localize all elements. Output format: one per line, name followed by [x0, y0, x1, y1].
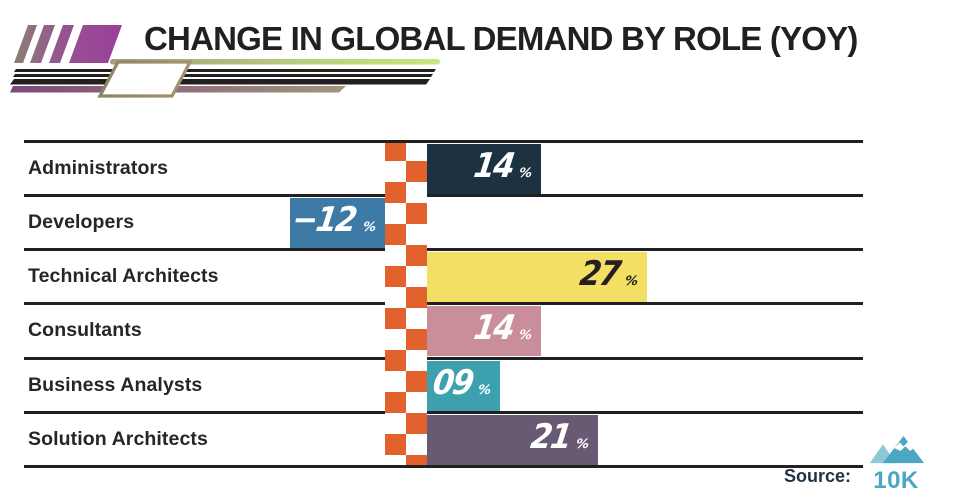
bar-business-analysts: 09% — [427, 361, 500, 411]
header-decoration — [10, 25, 440, 98]
percent-sign: % — [574, 437, 591, 452]
bar-developers: −12% — [290, 198, 385, 248]
category-label: Developers — [28, 211, 135, 233]
grid-line — [24, 465, 863, 468]
percent-sign: % — [623, 274, 640, 289]
category-label: Business Analysts — [28, 374, 203, 396]
source-label: Source: — [784, 466, 852, 486]
bar-solution-architects: 21% — [427, 415, 598, 465]
chart-row: Administrators 14% — [0, 140, 960, 194]
chart-row: Consultants 14% — [0, 302, 960, 356]
bar-technical-architects: 27% — [427, 252, 647, 302]
bar-consultants: 14% — [427, 306, 541, 356]
percent-sign: % — [517, 328, 534, 343]
brand-text: 10K — [873, 467, 919, 494]
chart-row: Developers −12% — [0, 194, 960, 248]
category-label: Solution Architects — [28, 428, 208, 450]
percent-sign: % — [517, 166, 534, 181]
grid-line — [24, 411, 863, 414]
grid-line — [24, 248, 863, 251]
zero-axis-checker — [385, 140, 427, 465]
grid-line — [24, 357, 863, 360]
percent-sign: % — [476, 383, 493, 398]
mountain-logo-icon — [869, 435, 925, 464]
chart-row: Solution Architects 21% — [0, 411, 960, 465]
category-label: Consultants — [28, 319, 142, 341]
category-label: Administrators — [28, 157, 169, 179]
percent-sign: % — [361, 220, 378, 235]
chart-row: Business Analysts 09% — [0, 357, 960, 411]
grid-line — [24, 140, 863, 143]
value-label: 14% — [470, 308, 534, 348]
value-label: 09% — [429, 363, 493, 403]
grid-line — [24, 194, 863, 197]
chart-row: Technical Architects 27% — [0, 248, 960, 302]
bar-administrators: 14% — [427, 144, 541, 194]
brand-logo: 10K — [864, 435, 928, 494]
page-title: CHANGE IN GLOBAL DEMAND BY ROLE (YOY) — [144, 20, 858, 57]
category-label: Technical Architects — [28, 265, 219, 287]
value-label: 14% — [470, 146, 534, 186]
value-label: −12% — [289, 200, 378, 240]
value-label: 21% — [527, 417, 591, 457]
grid-line — [24, 302, 863, 305]
value-label: 27% — [576, 254, 640, 294]
